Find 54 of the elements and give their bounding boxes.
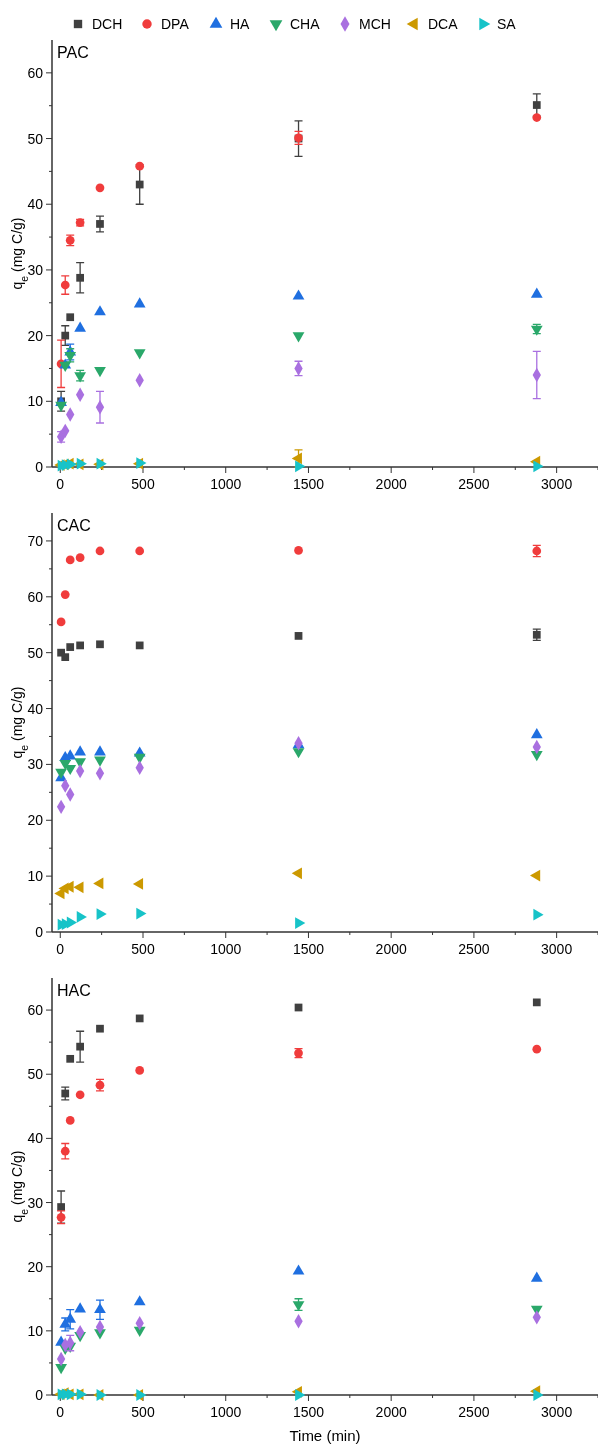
- y-tick-label: 0: [35, 1387, 44, 1403]
- x-tick-label: 500: [131, 476, 155, 492]
- x-tick-label: 2000: [375, 1404, 407, 1420]
- y-tick-label: 20: [27, 1258, 44, 1275]
- y-tick-label: 30: [27, 261, 44, 278]
- y-tick-label: 0: [35, 924, 44, 940]
- y-tick-label: 40: [27, 196, 44, 213]
- y-tick-label: 10: [27, 1322, 44, 1339]
- legend-label: SA: [497, 16, 517, 32]
- y-tick-label: 60: [27, 64, 44, 81]
- x-tick-label: 1000: [210, 476, 242, 492]
- legend-label: DPA: [161, 16, 190, 32]
- y-tick-label: 20: [27, 327, 44, 344]
- legend-label: DCA: [428, 16, 459, 32]
- x-tick-label: 1500: [292, 476, 325, 492]
- y-tick-label: 30: [27, 756, 44, 773]
- legend-label: CHA: [290, 16, 321, 32]
- y-tick-label: 50: [27, 644, 44, 661]
- y-tick-label: 40: [27, 700, 44, 717]
- chart-title: CAC: [57, 517, 91, 534]
- y-tick-label: 0: [35, 459, 44, 475]
- y-tick-label: 10: [27, 393, 44, 410]
- chart-title: HAC: [57, 982, 91, 999]
- y-tick-label: 60: [27, 1002, 44, 1019]
- x-tick-label: 0: [56, 1404, 65, 1420]
- legend-label: HA: [230, 16, 251, 32]
- x-tick-label: 3000: [541, 476, 573, 492]
- x-tick-label: 2500: [458, 1404, 490, 1420]
- x-tick-label: 2000: [375, 476, 407, 492]
- y-tick-label: 30: [27, 1194, 44, 1211]
- x-tick-label: 1500: [292, 1404, 325, 1420]
- x-tick-label: 3000: [541, 941, 573, 957]
- x-tick-label: 1000: [210, 1404, 242, 1420]
- y-tick-label: 10: [27, 868, 44, 885]
- legend-label: DCH: [92, 16, 123, 32]
- y-tick-label: 50: [27, 1066, 44, 1083]
- x-tick-label: 3000: [541, 1404, 573, 1420]
- chart-title: PAC: [57, 44, 89, 61]
- x-tick-label: 0: [56, 941, 65, 957]
- x-tick-label: 500: [131, 941, 155, 957]
- x-tick-label: 2500: [458, 941, 490, 957]
- legend-label: MCH: [359, 16, 391, 32]
- x-tick-label: 2000: [375, 941, 407, 957]
- y-tick-label: 20: [27, 812, 44, 829]
- x-tick-label: 1000: [210, 941, 242, 957]
- x-tick-label: 500: [131, 1404, 155, 1420]
- x-axis-title: Time (min): [289, 1427, 361, 1444]
- y-tick-label: 60: [27, 588, 44, 605]
- x-tick-label: 2500: [458, 476, 490, 492]
- x-tick-label: 1500: [292, 941, 325, 957]
- y-tick-label: 40: [27, 1130, 44, 1147]
- y-tick-label: 70: [27, 532, 44, 549]
- y-tick-label: 50: [27, 130, 44, 147]
- x-tick-label: 0: [56, 476, 65, 492]
